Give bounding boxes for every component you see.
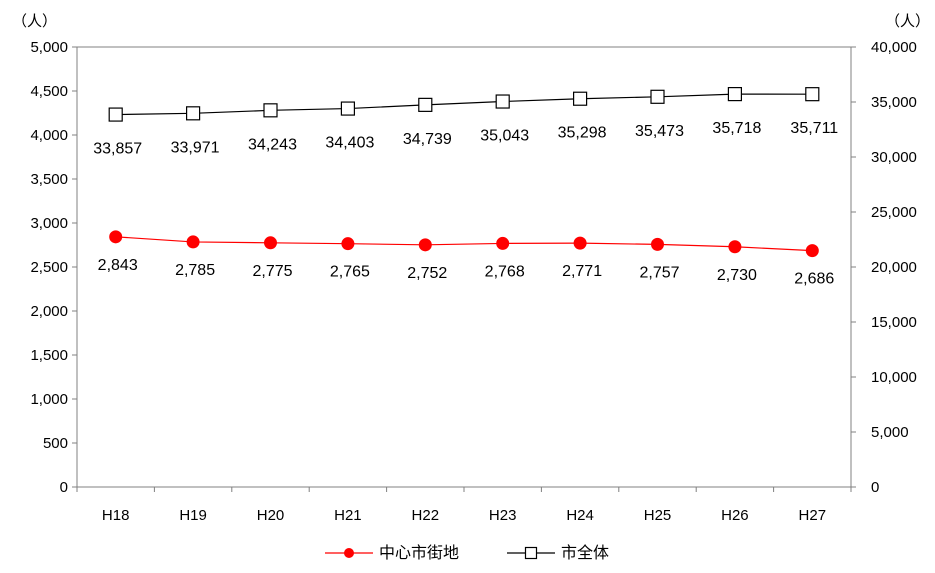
- right-tick-label: 15,000: [871, 314, 917, 331]
- x-tick-label: H22: [412, 507, 440, 524]
- data-label: 34,403: [325, 135, 374, 152]
- legend-marker: [344, 548, 354, 558]
- series-2: 33,857 33,971 34,243 34,403 34,739 35,043 35,2…: [93, 87, 838, 158]
- data-label: 33,971: [171, 139, 220, 156]
- data-point: [573, 236, 587, 250]
- data-label: 35,718: [712, 120, 761, 137]
- legend: 中心市街地 市全体: [325, 544, 609, 562]
- x-tick-label: H24: [566, 507, 594, 524]
- series-line: [115, 236, 813, 252]
- data-label: 34,739: [403, 131, 452, 148]
- left-tick-label: 2,000: [30, 303, 68, 320]
- right-tick-label: 5,000: [871, 424, 909, 441]
- series-layer: 2,843 2,785 2,775 2,765 2,752 2,768 2,771 2,757…: [93, 87, 838, 288]
- data-label: 33,857: [93, 141, 142, 158]
- data-label: 35,298: [558, 125, 607, 142]
- data-point: [418, 97, 433, 112]
- right-tick-label: 20,000: [871, 259, 917, 276]
- data-point: [805, 87, 820, 102]
- left-axis-unit-label: （人）: [12, 13, 57, 30]
- data-point: [186, 235, 200, 249]
- data-point: [186, 106, 201, 121]
- data-label: 34,243: [248, 136, 297, 153]
- x-tick-label: H27: [799, 507, 827, 524]
- legend-label: 中心市街地: [379, 544, 459, 562]
- legend-label: 市全体: [561, 544, 609, 562]
- right-axis-unit-label: （人）: [885, 13, 930, 30]
- right-tick-label: 0: [871, 479, 879, 496]
- data-point: [418, 238, 432, 252]
- left-tick-label: 3,500: [30, 171, 68, 188]
- right-tick-label: 35,000: [871, 94, 917, 111]
- data-label: 2,765: [330, 264, 370, 281]
- data-label: 2,771: [562, 263, 602, 280]
- data-label: 2,730: [717, 267, 757, 284]
- legend-item: 中心市街地: [325, 544, 459, 562]
- left-tick-label: 1,500: [30, 347, 68, 364]
- legend-marker: [524, 546, 538, 560]
- data-label: 35,043: [480, 128, 529, 145]
- data-point: [651, 237, 664, 251]
- right-tick-label: 30,000: [871, 149, 917, 166]
- left-tick-label: 5,000: [30, 39, 68, 56]
- x-tick-label: H20: [257, 507, 285, 524]
- x-tick-label: H18: [102, 507, 130, 524]
- data-label: 35,473: [635, 123, 684, 140]
- series-line: [115, 93, 813, 116]
- right-axis: 0 5,000 10,000 15,000 20,000 25,000 30,000 35,0…: [851, 39, 917, 496]
- data-label: 2,686: [794, 271, 834, 288]
- data-point: [341, 237, 355, 251]
- left-axis: 0 500 1,000 1,500 2,000 2,500 3,000 3,500 4,000 4…: [30, 39, 77, 496]
- left-tick-label: 1,000: [30, 391, 68, 408]
- x-axis: H18 H19 H20 H21 H22 H23 H24 H25 H26 H27: [76, 487, 852, 524]
- data-label: 2,768: [485, 263, 525, 280]
- data-label: 2,785: [175, 262, 215, 279]
- data-point: [108, 107, 123, 122]
- right-tick-label: 40,000: [871, 39, 917, 56]
- x-tick-label: H25: [644, 507, 672, 524]
- data-point: [495, 94, 510, 109]
- left-tick-label: 2,500: [30, 259, 68, 276]
- left-tick-label: 500: [43, 435, 68, 452]
- right-tick-label: 25,000: [871, 204, 917, 221]
- data-point: [728, 240, 742, 254]
- data-point: [264, 236, 277, 250]
- x-tick-label: H21: [334, 507, 362, 524]
- data-label: 2,757: [639, 264, 679, 281]
- legend-item: 市全体: [507, 544, 609, 562]
- data-point: [727, 87, 743, 102]
- data-label: 2,843: [98, 257, 138, 274]
- data-label: 2,775: [252, 263, 292, 280]
- data-point: [263, 103, 278, 118]
- data-point: [109, 230, 123, 244]
- data-point: [572, 91, 588, 106]
- right-tick-label: 10,000: [871, 369, 917, 386]
- data-point: [805, 244, 819, 258]
- left-tick-label: 4,000: [30, 127, 68, 144]
- left-tick-label: 3,000: [30, 215, 68, 232]
- x-tick-label: H26: [721, 507, 749, 524]
- data-label: 35,711: [790, 120, 838, 137]
- data-point: [496, 236, 510, 250]
- left-tick-label: 4,500: [30, 83, 68, 100]
- x-tick-label: H19: [179, 507, 207, 524]
- data-label: 2,752: [407, 265, 447, 282]
- data-point: [340, 101, 355, 116]
- left-tick-label: 0: [60, 479, 68, 496]
- series-1: 2,843 2,785 2,775 2,765 2,752 2,768 2,771 2,757…: [98, 230, 834, 288]
- data-point: [650, 89, 665, 104]
- x-tick-label: H23: [489, 507, 517, 524]
